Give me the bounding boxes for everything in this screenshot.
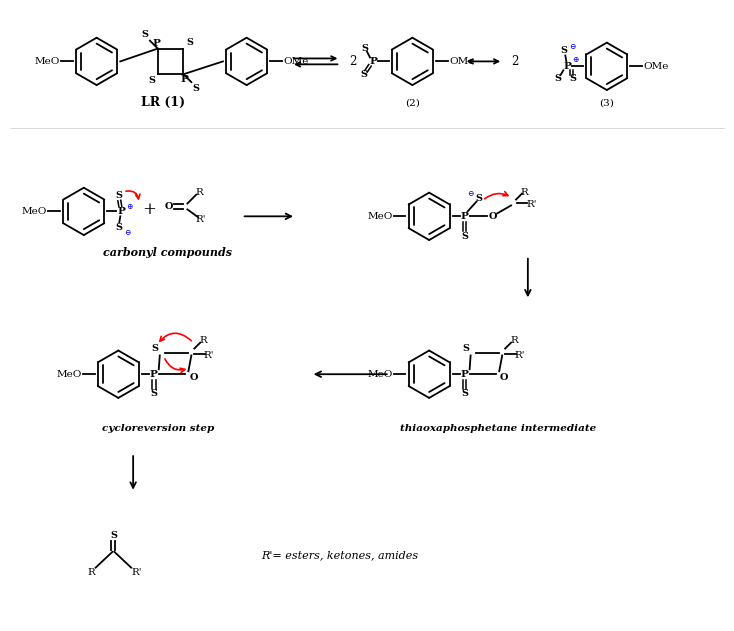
Text: (2): (2)	[405, 98, 420, 107]
Text: LR (1): LR (1)	[141, 97, 185, 109]
Text: ⊕: ⊕	[572, 56, 578, 64]
Text: S: S	[186, 38, 193, 47]
Text: 2: 2	[349, 55, 357, 68]
Text: R: R	[88, 568, 95, 577]
Text: ⊖: ⊖	[468, 190, 474, 198]
Text: OMe: OMe	[643, 62, 669, 71]
Text: R: R	[200, 336, 207, 345]
Text: P: P	[181, 75, 189, 84]
Text: O: O	[189, 373, 197, 382]
Text: S: S	[475, 194, 482, 203]
Text: S: S	[461, 389, 468, 398]
Text: ⊖: ⊖	[124, 229, 131, 237]
Text: S: S	[561, 46, 568, 55]
Text: ⊖: ⊖	[569, 43, 575, 50]
Text: P: P	[153, 38, 161, 47]
Text: thiaoxaphosphetane intermediate: thiaoxaphosphetane intermediate	[400, 424, 596, 433]
Text: 2: 2	[512, 55, 519, 68]
Text: R: R	[510, 336, 518, 345]
Text: OMe: OMe	[283, 57, 308, 66]
Text: P: P	[369, 57, 377, 66]
Text: S: S	[150, 389, 157, 398]
Text: P: P	[150, 370, 158, 379]
Text: S: S	[110, 531, 117, 540]
Text: S: S	[151, 344, 159, 353]
Text: O: O	[488, 212, 496, 221]
Text: P: P	[461, 212, 468, 221]
Text: R: R	[195, 188, 203, 197]
Text: S: S	[362, 44, 368, 53]
Text: MeO: MeO	[367, 212, 393, 221]
Text: S: S	[461, 232, 468, 240]
Text: S: S	[116, 191, 123, 200]
Text: R': R'	[515, 351, 526, 360]
Text: MeO: MeO	[57, 370, 81, 379]
Text: S: S	[148, 76, 156, 85]
Text: MeO: MeO	[22, 207, 47, 216]
Text: +: +	[142, 201, 156, 218]
Text: carbonyl compounds: carbonyl compounds	[103, 247, 232, 258]
Text: P: P	[564, 62, 571, 71]
Text: S: S	[570, 74, 577, 83]
Text: (3): (3)	[600, 98, 614, 107]
Text: R': R'	[132, 568, 142, 577]
Text: O: O	[164, 202, 172, 211]
Text: cycloreversion step: cycloreversion step	[102, 424, 214, 433]
Text: R: R	[520, 188, 528, 197]
Text: S: S	[193, 83, 200, 93]
Text: S: S	[554, 74, 561, 83]
Text: R': R'	[196, 215, 206, 224]
Text: MeO: MeO	[34, 57, 60, 66]
Text: S: S	[360, 70, 368, 79]
Text: MeO: MeO	[367, 370, 393, 379]
Text: S: S	[462, 344, 469, 353]
Text: OMe: OMe	[449, 57, 474, 66]
Text: R'= esters, ketones, amides: R'= esters, ketones, amides	[261, 550, 418, 560]
Text: R': R'	[526, 200, 537, 209]
Text: S: S	[142, 30, 148, 39]
Text: ⊕: ⊕	[126, 203, 132, 211]
Text: P: P	[461, 370, 468, 379]
Text: P: P	[117, 207, 126, 216]
Text: R': R'	[204, 351, 214, 360]
Text: S: S	[116, 223, 123, 232]
Text: O: O	[500, 373, 509, 382]
